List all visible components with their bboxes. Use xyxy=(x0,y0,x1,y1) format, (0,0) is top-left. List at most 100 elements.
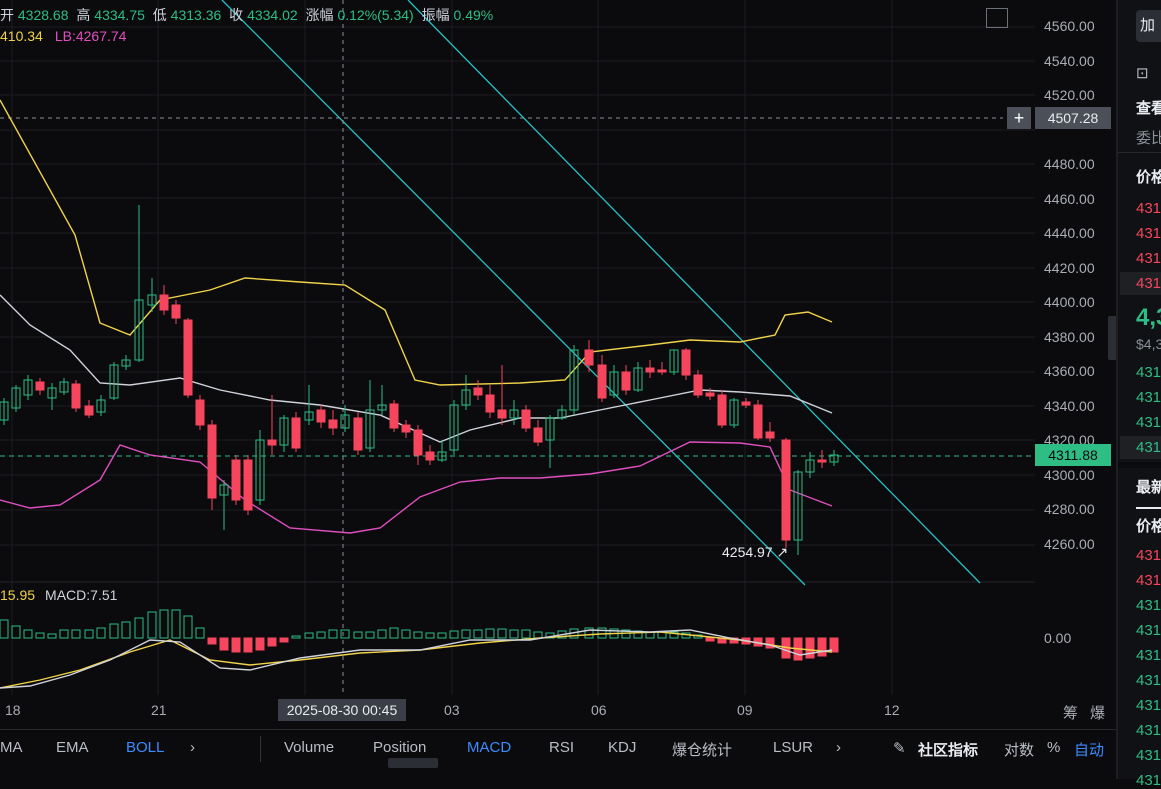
price-axis-label: 4360.00 xyxy=(1044,363,1095,379)
candle xyxy=(47,383,57,410)
bid-price[interactable]: 431 xyxy=(1120,436,1161,459)
candle xyxy=(340,405,350,432)
macd-histogram-bar xyxy=(109,623,119,639)
candle xyxy=(545,415,555,468)
crosshair-time-tag: 2025-08-30 00:45 xyxy=(278,699,406,721)
candle xyxy=(533,420,543,446)
macd-histogram-bar xyxy=(147,611,157,639)
indicator-liquidation[interactable]: 爆仓统计 xyxy=(672,742,733,759)
indicator-ema[interactable]: EMA xyxy=(56,739,89,756)
ask-price[interactable]: 431 xyxy=(1136,200,1161,217)
macd-value: MACD:7.51 xyxy=(45,587,118,603)
indicator-kdj[interactable]: KDJ xyxy=(608,739,637,756)
macd-histogram-bar xyxy=(705,637,715,642)
edit-icon[interactable]: ✎ xyxy=(893,740,906,757)
candle xyxy=(413,425,423,465)
add-button[interactable]: 加 xyxy=(1136,10,1161,42)
macd-histogram-bar xyxy=(669,631,679,639)
indicator-volume[interactable]: Volume xyxy=(284,739,335,756)
indicator-rsi[interactable]: RSI xyxy=(549,739,575,756)
candle xyxy=(473,380,483,400)
trade-price: 431 xyxy=(1136,547,1161,564)
candle xyxy=(328,410,338,435)
indicator-macd[interactable]: MACD xyxy=(467,739,512,756)
price-axis-label: 4340.00 xyxy=(1044,397,1095,414)
bid-price[interactable]: 431 xyxy=(1136,389,1161,406)
boll-upper-line xyxy=(0,99,833,386)
macd-signal-line xyxy=(0,631,833,689)
indicator-position[interactable]: Position xyxy=(373,739,427,756)
candle xyxy=(365,380,375,452)
sidebar-collapse-handle[interactable] xyxy=(1108,316,1118,360)
price-axis-label: 4380.00 xyxy=(1044,328,1095,345)
candle xyxy=(425,445,435,465)
price-chart[interactable]: 4254.97 ↗ xyxy=(0,0,1035,728)
log-scale-toggle[interactable]: 对数 xyxy=(1004,742,1035,759)
indicator-lsur[interactable]: LSUR xyxy=(773,739,814,756)
macd-histogram-bar xyxy=(473,629,483,639)
boll-lower-line xyxy=(0,441,833,534)
macd-histogram-bar xyxy=(389,627,399,639)
liquidation-toggle[interactable]: 爆 xyxy=(1090,705,1106,722)
bid-price[interactable]: 431 xyxy=(1136,364,1161,381)
community-indicators[interactable]: 社区指标 xyxy=(918,742,979,759)
trade-price: 431 xyxy=(1136,572,1161,589)
view-label[interactable]: 查看 xyxy=(1136,100,1161,117)
candle xyxy=(765,422,775,442)
candle xyxy=(84,400,94,418)
ask-price[interactable]: 431 xyxy=(1136,225,1161,242)
macd-histogram-bar xyxy=(84,629,94,639)
candle xyxy=(449,400,459,455)
ask-price[interactable]: 431 xyxy=(1120,272,1161,295)
indicator-boll[interactable]: BOLL xyxy=(126,739,165,756)
tab-underline xyxy=(1136,507,1161,509)
candle xyxy=(693,370,703,398)
panel-resize-handle[interactable] xyxy=(388,758,438,768)
candle xyxy=(597,355,607,402)
current-price-tag: 4311.88 xyxy=(1035,444,1111,466)
candle xyxy=(781,438,791,548)
macd-histogram-bar xyxy=(23,629,33,639)
ask-price[interactable]: 431 xyxy=(1136,250,1161,267)
candle xyxy=(609,365,619,398)
macd-histogram-bar xyxy=(817,637,827,657)
indicator-ma[interactable]: MA xyxy=(0,739,23,756)
candle xyxy=(71,380,81,412)
macd-histogram-bar xyxy=(171,609,181,639)
candle xyxy=(485,385,495,418)
chevron-right-icon[interactable]: › xyxy=(836,739,841,756)
time-axis-label: 03 xyxy=(444,702,460,718)
candle xyxy=(705,388,715,400)
candle xyxy=(255,430,265,505)
macd-histogram-bar xyxy=(316,631,326,639)
candle xyxy=(461,375,471,410)
add-alert-button[interactable]: + xyxy=(1007,107,1031,129)
latest-trades-tab[interactable]: 最新 xyxy=(1136,479,1161,496)
price-axis-label: 4300.00 xyxy=(1044,466,1095,483)
auto-scale-toggle[interactable]: 自动 xyxy=(1074,742,1105,759)
candle xyxy=(389,400,399,432)
trend-line-upper xyxy=(407,0,981,584)
macd-histogram-bar xyxy=(59,629,69,639)
macd-histogram-bar xyxy=(437,632,447,639)
percent-toggle[interactable]: % xyxy=(1047,739,1061,756)
crosshair-price-tag: 4507.28 xyxy=(1035,107,1111,129)
layout-icon[interactable]: ⊡ xyxy=(1136,65,1149,82)
candle xyxy=(569,345,579,415)
candle xyxy=(729,398,739,428)
chevron-right-icon[interactable]: › xyxy=(190,739,195,756)
trade-price: 431 xyxy=(1136,672,1161,689)
macd-histogram-bar xyxy=(829,637,839,653)
boll-mid-line xyxy=(0,294,833,443)
macd-histogram-bar xyxy=(279,637,289,643)
low-marker: 4254.97 ↗ xyxy=(722,544,788,560)
boll-ub-value: 410.34 xyxy=(0,28,43,44)
bid-price[interactable]: 431 xyxy=(1136,414,1161,431)
chart-area[interactable]: 4254.97 ↗ 开 4328.68 高 4334.75 低 4313.36 … xyxy=(0,0,1116,779)
macd-histogram-bar xyxy=(219,637,229,651)
fullscreen-icon[interactable] xyxy=(986,8,1008,28)
macd-histogram-bar xyxy=(304,632,314,639)
time-axis-label: 06 xyxy=(591,702,607,718)
chip-distribution-toggle[interactable]: 筹 xyxy=(1063,705,1079,722)
candle xyxy=(23,375,33,400)
